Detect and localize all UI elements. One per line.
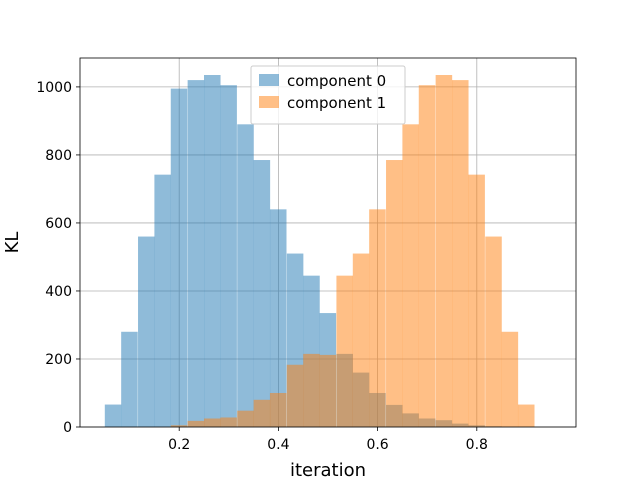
x-tick-label: 0.8 xyxy=(466,437,488,453)
histogram-bar xyxy=(517,404,535,427)
x-tick-label: 0.4 xyxy=(267,437,289,453)
histogram-bar xyxy=(220,85,237,428)
x-tick-label: 0.6 xyxy=(366,437,388,453)
histogram-bar xyxy=(336,275,353,427)
histogram-bar xyxy=(187,80,205,427)
legend-swatch-component-0 xyxy=(259,74,279,86)
y-tick-label: 600 xyxy=(45,216,72,232)
histogram-bar xyxy=(452,80,469,427)
histogram-bar xyxy=(154,174,171,427)
legend-swatch-component-1 xyxy=(259,96,279,108)
legend-label-component-1: component 1 xyxy=(287,94,386,112)
histogram-bar xyxy=(319,354,337,427)
histogram-bar xyxy=(104,404,122,427)
histogram-bar xyxy=(269,209,287,427)
histogram-bar xyxy=(138,236,155,427)
y-tick-label: 400 xyxy=(45,284,72,300)
y-tick-label: 800 xyxy=(45,148,72,164)
histogram-bar xyxy=(237,124,254,428)
histogram-bar xyxy=(418,85,436,428)
histogram-bar xyxy=(170,88,188,428)
x-axis-label: iteration xyxy=(290,460,366,480)
axes-frame xyxy=(79,57,577,428)
histogram-bar xyxy=(402,124,419,428)
x-ticks: 0.2 0.4 0.6 0.8 xyxy=(168,427,488,453)
x-tick-label: 0.2 xyxy=(168,437,190,453)
y-tick-label: 1000 xyxy=(36,80,72,96)
histogram-bar xyxy=(303,353,320,427)
histogram-bar xyxy=(435,75,453,427)
histogram-bar xyxy=(269,392,287,427)
legend-frame xyxy=(250,65,406,125)
y-tick-label: 0 xyxy=(63,420,72,436)
histogram-bar xyxy=(237,410,254,427)
histogram-bar xyxy=(204,75,221,427)
histogram-bar xyxy=(501,331,519,427)
histogram-bar xyxy=(485,236,502,427)
histogram-bar xyxy=(369,209,386,427)
histogram-bar xyxy=(187,420,205,427)
histogram-bar xyxy=(253,160,271,427)
histogram-bar xyxy=(170,425,188,427)
bars xyxy=(104,75,535,428)
histogram-bar xyxy=(253,399,271,427)
legend: component 0 component 1 xyxy=(250,65,406,125)
series-1-bars xyxy=(170,75,535,428)
histogram-bar xyxy=(286,364,304,427)
legend-label-component-0: component 0 xyxy=(287,72,386,90)
histogram-bar xyxy=(352,253,370,427)
y-axis-label: KL xyxy=(2,232,23,254)
y-ticks: 0 200 400 600 800 1000 xyxy=(36,80,80,436)
histogram-bar xyxy=(468,174,485,427)
histogram-bar xyxy=(121,331,138,427)
y-tick-label: 200 xyxy=(45,352,72,368)
histogram-bar xyxy=(204,418,221,427)
histogram-bar xyxy=(220,417,237,427)
histogram-bar xyxy=(386,160,403,427)
